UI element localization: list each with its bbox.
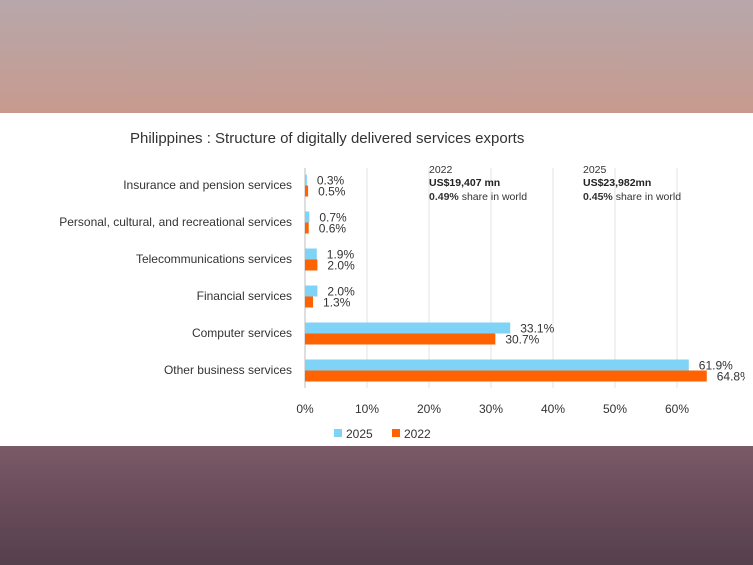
annotation-year: 2025 (583, 164, 607, 176)
data-label-2022: 2.0% (327, 259, 355, 273)
annotation-share: 0.45% share in world (583, 191, 681, 203)
category-label: Insurance and pension services (123, 178, 292, 192)
data-label-2025: 2.0% (327, 285, 355, 299)
data-label-2025: 61.9% (699, 359, 733, 373)
legend-label: 2022 (404, 427, 431, 441)
bar-2022 (305, 185, 309, 197)
background-top (0, 0, 753, 113)
category-label: Other business services (164, 363, 292, 377)
data-label-2025: 33.1% (520, 322, 554, 336)
x-tick-label: 60% (665, 402, 689, 416)
x-tick-label: 10% (355, 402, 379, 416)
data-label-2025: 1.9% (327, 248, 355, 262)
x-tick-label: 40% (541, 402, 565, 416)
x-tick-label: 20% (417, 402, 441, 416)
annotation-value: US$19,407 mn (429, 177, 500, 189)
annotation-share-text: share in world (613, 191, 681, 203)
bars: 0.3%0.5%0.7%0.6%1.9%2.0%2.0%1.3%33.1%30.… (305, 174, 751, 384)
bar-2022 (305, 222, 309, 234)
legend-label: 2025 (346, 427, 373, 441)
category-label: Personal, cultural, and recreational ser… (59, 215, 292, 229)
bar-2025 (305, 322, 511, 334)
bar-2022 (305, 259, 318, 271)
bar-chart: Philippines : Structure of digitally del… (59, 130, 751, 441)
data-label-2025: 0.7% (319, 211, 347, 225)
x-tick-label: 50% (603, 402, 627, 416)
bar-2025 (305, 211, 310, 223)
data-label-2025: 0.3% (317, 174, 345, 188)
annotation-share-value: 0.45% (583, 191, 613, 203)
data-label-2022: 1.3% (323, 296, 351, 310)
bar-2022 (305, 333, 496, 345)
x-tick-label: 30% (479, 402, 503, 416)
background-bottom (0, 446, 753, 565)
data-label-2022: 0.6% (319, 222, 347, 236)
category-labels: Insurance and pension services Personal, … (59, 178, 292, 377)
bar-2025 (305, 248, 317, 260)
annotation-share-value: 0.49% (429, 191, 459, 203)
data-label-2022: 64.8% (717, 370, 745, 384)
x-tick-labels: 0% 10% 20% 30% 40% 50% 60% (296, 402, 689, 416)
chart-title: Philippines : Structure of digitally del… (130, 130, 524, 147)
annotation-share: 0.49% share in world (429, 191, 527, 203)
annotation-value: US$23,982mn (583, 177, 651, 189)
legend-swatch-2025 (334, 429, 342, 437)
category-label: Telecommunications services (136, 252, 292, 266)
annotation-share-text: share in world (459, 191, 527, 203)
legend: 2025 2022 (334, 427, 431, 441)
gridlines (304, 168, 678, 388)
bar-2025 (305, 285, 318, 297)
bar-2025 (305, 359, 689, 371)
category-label: Computer services (192, 326, 292, 340)
legend-swatch-2022 (392, 429, 400, 437)
data-label-2022: 0.5% (318, 185, 346, 199)
chart-card: Philippines : Structure of digitally del… (8, 113, 751, 446)
bar-2022 (305, 370, 707, 382)
annotation-year: 2022 (429, 164, 453, 176)
data-label-2022: 30.7% (505, 333, 539, 347)
bar-2022 (305, 296, 314, 308)
bar-2025 (305, 174, 307, 186)
x-tick-label: 0% (296, 402, 314, 416)
category-label: Financial services (197, 289, 292, 303)
